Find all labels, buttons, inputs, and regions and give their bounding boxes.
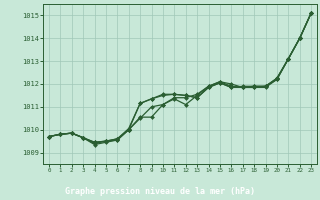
Text: Graphe pression niveau de la mer (hPa): Graphe pression niveau de la mer (hPa) (65, 186, 255, 196)
